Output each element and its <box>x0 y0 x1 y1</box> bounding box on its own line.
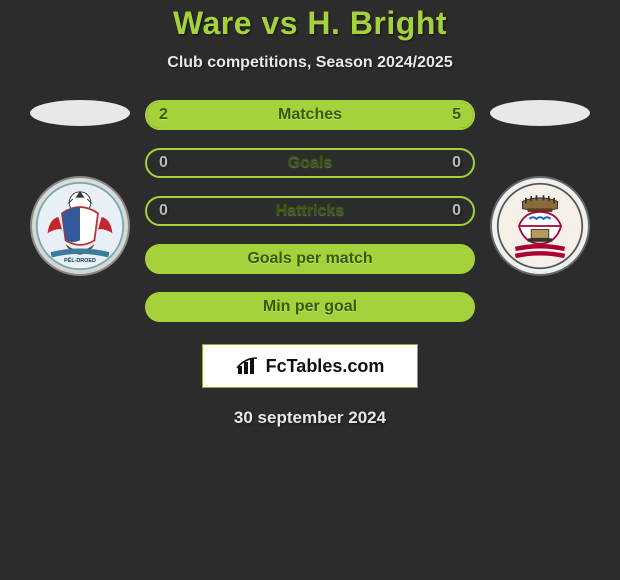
stat-label: Goals <box>288 154 332 172</box>
bar-fill-right <box>242 102 473 128</box>
left-column: PÊL-DROED <box>20 100 140 276</box>
crest-right-icon <box>496 182 584 270</box>
stat-value-right: 0 <box>452 202 461 220</box>
player2-name: H. Bright <box>307 5 447 41</box>
right-column <box>480 100 600 276</box>
stat-bar: Goals per match <box>145 244 475 274</box>
comparison-card: Ware vs H. Bright Club competitions, Sea… <box>0 0 620 428</box>
main-row: PÊL-DROED 2 Matches 5 0 Goals 0 0 Hattricks 0 Goa… <box>0 100 620 322</box>
stat-label: Min per goal <box>263 298 357 316</box>
page-title: Ware vs H. Bright <box>0 5 620 42</box>
date-label: 30 september 2024 <box>0 408 620 428</box>
stat-bar: 0 Goals 0 <box>145 148 475 178</box>
stat-label: Goals per match <box>247 250 372 268</box>
player1-name: Ware <box>173 5 252 41</box>
stat-bar: Min per goal <box>145 292 475 322</box>
stat-value-right: 5 <box>452 106 461 124</box>
stat-value-right: 0 <box>452 154 461 172</box>
svg-text:PÊL-DROED: PÊL-DROED <box>64 256 96 264</box>
player1-oval <box>30 100 130 126</box>
stat-value-left: 0 <box>159 154 168 172</box>
attribution-badge[interactable]: FcTables.com <box>202 344 418 388</box>
bar-chart-icon <box>236 356 260 376</box>
stat-bar: 0 Hattricks 0 <box>145 196 475 226</box>
vs-label: vs <box>261 5 298 41</box>
crest-left-icon: PÊL-DROED <box>35 181 125 271</box>
player1-club-crest: PÊL-DROED <box>30 176 130 276</box>
player2-club-crest <box>490 176 590 276</box>
subtitle: Club competitions, Season 2024/2025 <box>0 54 620 72</box>
stat-value-left: 2 <box>159 106 168 124</box>
stat-label: Matches <box>278 106 342 124</box>
stat-value-left: 0 <box>159 202 168 220</box>
stat-bars: 2 Matches 5 0 Goals 0 0 Hattricks 0 Goals per mat… <box>140 100 480 322</box>
stat-bar: 2 Matches 5 <box>145 100 475 130</box>
attribution-inner: FcTables.com <box>236 356 385 377</box>
stat-label: Hattricks <box>276 202 344 220</box>
player2-oval <box>490 100 590 126</box>
attribution-text: FcTables.com <box>266 356 385 377</box>
